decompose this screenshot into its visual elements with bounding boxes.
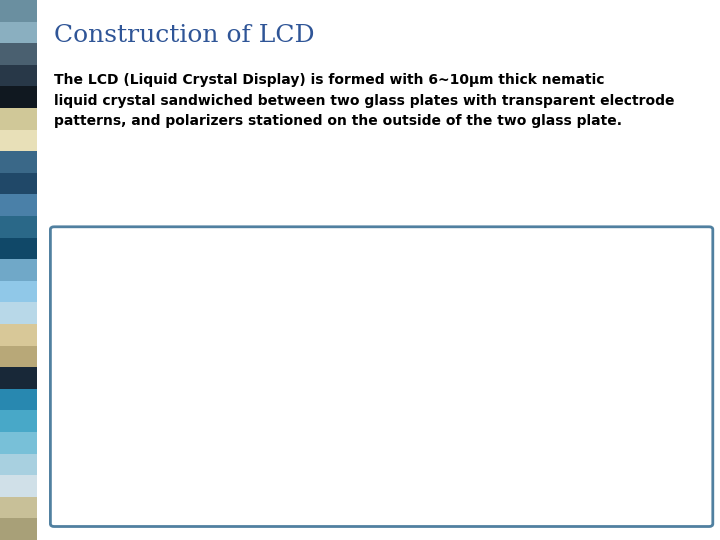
Text: ①: ①: [375, 474, 388, 488]
Polygon shape: [479, 457, 563, 515]
Polygon shape: [109, 457, 194, 515]
Text: Construction of LCD: Construction of LCD: [54, 24, 315, 48]
Text: ④: ④: [519, 291, 529, 301]
Text: 2.  Front Glass: 2. Front Glass: [71, 266, 166, 279]
Text: 8.  ITO Electrode: 8. ITO Electrode: [369, 477, 479, 490]
Text: 1.  Front Polarizer: 1. Front Polarizer: [71, 249, 189, 262]
Polygon shape: [161, 328, 226, 401]
Text: ⑦: ⑦: [558, 357, 568, 367]
Polygon shape: [194, 365, 427, 411]
Text: ③: ③: [143, 366, 153, 376]
Text: 4.  Rear Polarizer with Reflector: 4. Rear Polarizer with Reflector: [71, 301, 282, 314]
Polygon shape: [135, 371, 200, 446]
Polygon shape: [194, 365, 427, 411]
Polygon shape: [109, 457, 563, 507]
Polygon shape: [135, 371, 479, 440]
Text: 5.  Sealing Glue: 5. Sealing Glue: [71, 318, 175, 331]
Text: ⑥: ⑥: [181, 408, 193, 421]
Text: 6.  Edge Sealing Glue: 6. Edge Sealing Glue: [369, 442, 510, 455]
Text: ②: ②: [552, 322, 562, 333]
Text: ⑧: ⑧: [571, 392, 581, 402]
Text: 7.  Conductive Dot Between 2 Glass: 7. Conductive Dot Between 2 Glass: [369, 460, 605, 472]
Polygon shape: [168, 359, 453, 420]
Polygon shape: [109, 507, 479, 515]
Polygon shape: [168, 316, 511, 386]
Text: 3.  Rear Glass: 3. Rear Glass: [71, 284, 161, 296]
Text: The LCD (Liquid Crystal Display) is formed with 6~10μm thick nematic
liquid crys: The LCD (Liquid Crystal Display) is form…: [54, 73, 675, 128]
Polygon shape: [161, 328, 505, 397]
